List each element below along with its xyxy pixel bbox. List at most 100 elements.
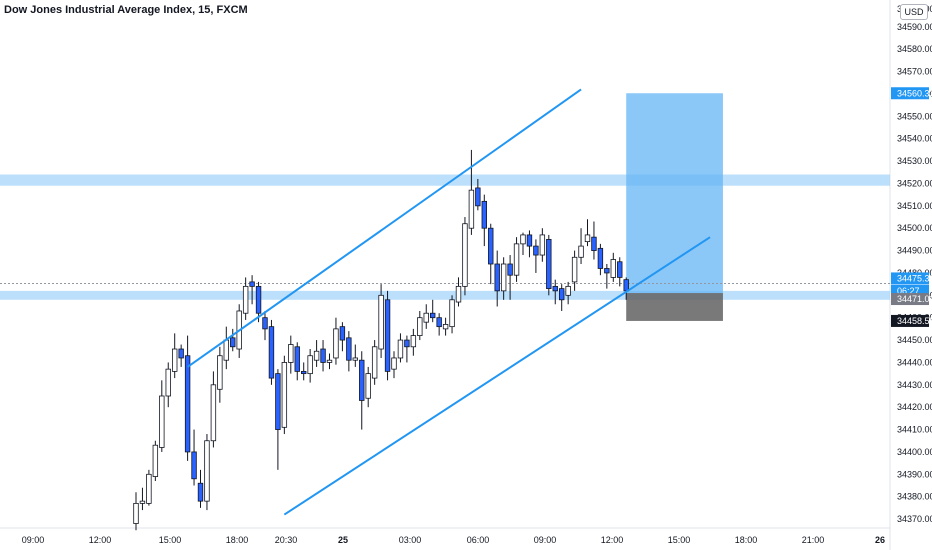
- price-tick-label: 34420.00: [897, 402, 932, 412]
- candle-body: [475, 187, 481, 207]
- candle-body: [152, 444, 159, 477]
- candle-body: [204, 440, 210, 502]
- candle: [436, 313, 442, 336]
- candle: [333, 317, 339, 365]
- candle: [559, 284, 565, 311]
- candle-body: [333, 328, 339, 359]
- candle: [391, 351, 397, 379]
- candle-body: [159, 395, 165, 448]
- candle-body: [623, 279, 629, 292]
- candle: [384, 290, 391, 381]
- price-tag-box: [891, 87, 929, 100]
- price-tag-label: 34471.02: [897, 294, 932, 304]
- candle-body: [339, 326, 346, 341]
- time-tick-label: 15:00: [159, 535, 182, 545]
- candle-body: [559, 288, 565, 301]
- candle: [139, 487, 146, 511]
- time-tick-label: 18:00: [226, 535, 249, 545]
- price-tag-label: 34458.55: [897, 316, 932, 326]
- candle: [184, 335, 191, 461]
- price-tick-label: 34400.00: [897, 447, 932, 457]
- candle: [359, 351, 365, 430]
- candle: [204, 434, 210, 511]
- candle-body: [526, 234, 533, 247]
- chart-title: Dow Jones Industrial Average Index, 15, …: [4, 4, 248, 16]
- candle-body: [533, 245, 539, 256]
- candle: [617, 257, 623, 287]
- candle: [313, 340, 320, 367]
- candle: [468, 149, 475, 235]
- candle: [171, 333, 178, 379]
- candle-body: [429, 312, 436, 319]
- candle: [488, 223, 494, 285]
- candle-body: [275, 373, 281, 430]
- price-tick-label: 34520.00: [897, 178, 932, 188]
- candle: [597, 243, 604, 276]
- price-tag-stop: 34458.55: [891, 314, 932, 327]
- candle: [442, 317, 449, 336]
- candle: [346, 331, 352, 372]
- candle: [571, 250, 578, 291]
- candle-body: [197, 482, 204, 502]
- candle: [591, 221, 597, 260]
- candle-body: [281, 362, 288, 428]
- candle: [462, 217, 468, 296]
- candle-body: [146, 473, 152, 504]
- candle: [475, 178, 481, 211]
- price-tick-label: 34570.00: [897, 67, 932, 77]
- candle-body: [449, 299, 455, 328]
- candle: [217, 346, 223, 403]
- candle: [397, 333, 404, 363]
- candle: [604, 264, 610, 289]
- price-tag-target: 34560.32: [891, 87, 932, 100]
- candle-body: [242, 285, 249, 314]
- candle: [230, 328, 236, 352]
- currency-badge[interactable]: USD: [900, 4, 928, 20]
- candle-body: [462, 223, 468, 287]
- horizontal-zone: [0, 290, 890, 300]
- candle: [584, 219, 591, 247]
- candle-body: [410, 335, 417, 348]
- candle: [417, 310, 423, 341]
- profit-target-zone: [626, 93, 723, 294]
- candle-body: [488, 227, 494, 265]
- candle-body: [217, 355, 223, 390]
- time-tick-label: 26: [875, 535, 885, 545]
- candle: [275, 369, 281, 470]
- candle-body: [294, 346, 300, 372]
- candle: [539, 228, 546, 262]
- candle: [410, 328, 417, 356]
- candle-body: [436, 317, 442, 328]
- candle-body: [455, 285, 462, 303]
- candle: [326, 353, 333, 370]
- candle: [178, 344, 184, 367]
- candle: [268, 319, 275, 385]
- candle-body: [391, 357, 397, 370]
- candle: [494, 250, 500, 307]
- candle: [249, 275, 255, 305]
- candle-body: [346, 337, 352, 361]
- time-tick-label: 09:00: [534, 535, 557, 545]
- candle-body: [539, 234, 546, 256]
- candle: [507, 255, 513, 300]
- candle-body: [165, 368, 171, 397]
- candle-body: [552, 285, 558, 292]
- candle-body: [417, 317, 423, 336]
- price-tag-box: [891, 293, 929, 306]
- candle-body: [610, 259, 616, 278]
- price-tick-label: 34580.00: [897, 44, 932, 54]
- candle: [191, 429, 197, 486]
- candle-body: [591, 236, 597, 251]
- price-tick-label: 34450.00: [897, 335, 932, 345]
- candle: [526, 230, 533, 258]
- time-tick-label: 12:00: [89, 535, 112, 545]
- candle: [610, 252, 616, 282]
- candle-body: [617, 261, 623, 278]
- candle: [339, 322, 346, 352]
- candle-body: [268, 326, 275, 379]
- candle-body: [307, 355, 313, 375]
- time-tick-label: 15:00: [668, 535, 691, 545]
- candle: [320, 340, 326, 372]
